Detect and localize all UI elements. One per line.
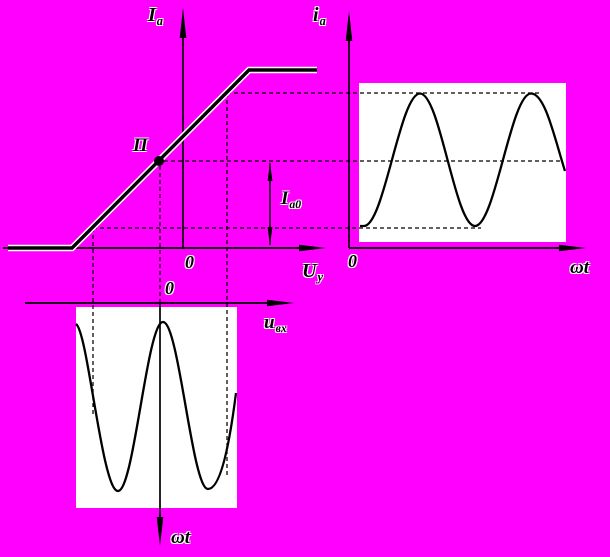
- characteristic-origin-label: 0: [185, 252, 194, 272]
- operating-point-label: П: [133, 135, 148, 156]
- input-voltage-waveform: [75, 320, 238, 493]
- uy-axis-label: Uу: [302, 260, 323, 284]
- quiescent-current-label-main: I: [281, 188, 289, 209]
- uy-axis-arrow-icon: [299, 244, 326, 252]
- output-ia-axis-label: ia: [313, 4, 326, 28]
- ia0-dimension-arrow-down-icon: [267, 227, 273, 246]
- uy-axis-label-main: U: [302, 260, 317, 282]
- output-current-waveform: [360, 92, 567, 228]
- input-time-axis-arrow-icon: [156, 517, 164, 546]
- input-voltage-axis-label-sub: вх: [275, 321, 287, 335]
- quiescent-current-label: Ia0: [281, 188, 302, 211]
- input-voltage-axis-label-main: u: [264, 312, 275, 333]
- ia-axis-label-main: I: [148, 4, 156, 26]
- input-voltage-axis-arrow-icon: [267, 299, 294, 307]
- operating-point-dot: [154, 156, 164, 166]
- quiescent-current-label-sub: a0: [289, 197, 302, 211]
- input-wave-panel: [76, 307, 237, 508]
- output-time-axis-arrow-icon: [559, 244, 586, 252]
- output-omega-t-label: ωt: [570, 257, 590, 278]
- output-wave-panel: [359, 83, 566, 242]
- input-origin-label: 0: [165, 278, 174, 298]
- output-ia-axis-label-main: i: [313, 4, 319, 26]
- input-voltage-axis-label: uвх: [264, 312, 287, 335]
- ia-axis-label-sub: a: [156, 13, 163, 28]
- ia-axis-arrow-icon: [179, 8, 187, 38]
- ia0-dimension-arrow-up-icon: [267, 162, 273, 181]
- input-omega-t-label: ωt: [171, 527, 191, 548]
- uy-axis-label-sub: у: [317, 269, 323, 284]
- output-ia-axis-label-sub: a: [319, 13, 326, 28]
- ia-axis-label: Ia: [148, 4, 163, 28]
- output-origin-label: 0: [348, 251, 357, 271]
- output-ia-axis-arrow-icon: [345, 11, 353, 41]
